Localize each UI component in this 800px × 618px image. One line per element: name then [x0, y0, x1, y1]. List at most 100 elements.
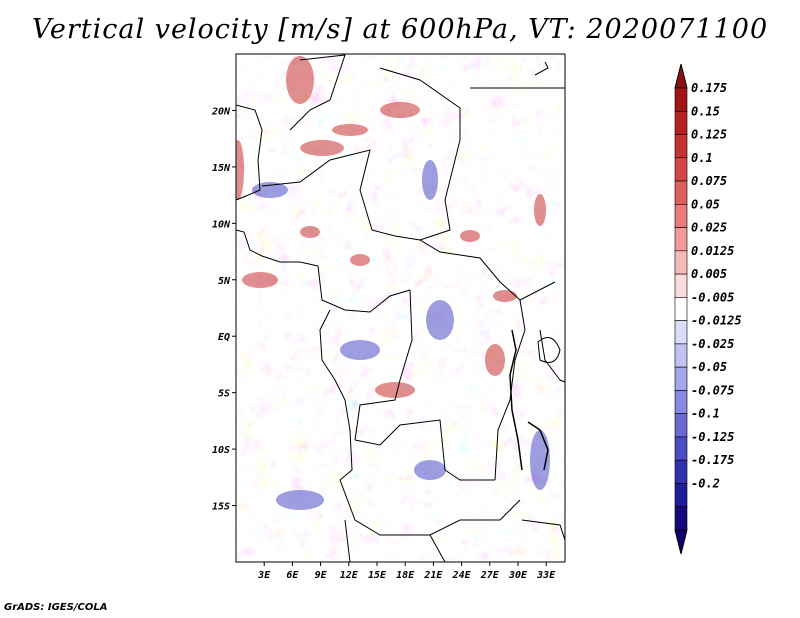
colorbar-label: 0.125 [691, 128, 727, 142]
lake-malawi [527, 421, 549, 471]
colorbar-label: 0.025 [691, 221, 727, 235]
colorbar-label: 0.175 [691, 81, 727, 95]
colorbar-segment [674, 227, 688, 252]
colorbar-label: 0.1 [691, 151, 713, 165]
colorbar-label: 0.15 [691, 104, 720, 118]
central-border-2 [317, 265, 411, 313]
colorbar-segment [674, 320, 688, 345]
chart-title: Vertical velocity [m/s] at 600hPa, VT: 2… [31, 14, 769, 45]
velocity-feature [300, 226, 320, 238]
colorbar-label: -0.05 [691, 360, 727, 374]
colorbar-segment [674, 366, 688, 391]
velocity-feature [493, 290, 517, 302]
colorbar: 0.175 0.15 0.125 0.1 0.075 0.05 0.025 0.0125 0.0… [674, 63, 742, 555]
colorbar-segment [674, 110, 688, 135]
velocity-feature [426, 300, 454, 340]
longitude-axis: 3E 6E 9E 12E 15E 18E 21E 24E 27E 30E 33E [257, 562, 556, 581]
velocity-feature [485, 344, 505, 376]
colorbar-segment [674, 483, 688, 508]
central-border-1 [371, 229, 556, 301]
east-border-1 [494, 299, 526, 481]
velocity-feature [422, 160, 438, 200]
map-frame [235, 53, 566, 563]
velocity-feature [350, 254, 370, 266]
lon-tick-label: 18E [396, 570, 415, 581]
lon-tick-label: 9E [315, 570, 328, 581]
lat-tick-label: EQ [218, 332, 230, 343]
lon-tick-label: 24E [452, 570, 472, 581]
colorbar-segment [674, 506, 688, 531]
colorbar-label: -0.0125 [691, 314, 742, 328]
colorbar-label: -0.005 [691, 290, 734, 304]
colorbar-segment [674, 297, 688, 321]
lon-tick-label: 12E [340, 570, 359, 581]
velocity-feature [375, 382, 415, 398]
velocity-feature [332, 124, 368, 136]
colorbar-segment [674, 180, 688, 205]
colorbar-segment [674, 436, 688, 461]
coast-mozambique [521, 519, 565, 541]
colorbar-segment [674, 87, 688, 112]
lake-victoria [537, 337, 561, 363]
north-border-1 [289, 54, 346, 131]
colorbar-segment [674, 343, 688, 368]
colorbar-arrow-bottom [674, 529, 688, 555]
colorbar-label: -0.025 [691, 337, 734, 351]
coastline-gulf [236, 229, 319, 267]
velocity-feature [252, 182, 288, 198]
lon-tick-label: 3E [257, 570, 271, 581]
colorbar-label: -0.2 [691, 476, 720, 490]
colorbar-segment [674, 157, 688, 182]
lat-tick-label: 10N [212, 219, 231, 230]
velocity-feature [380, 102, 420, 118]
atlantic-coast [319, 309, 353, 481]
colorbar-segment [674, 413, 688, 438]
colorbar-label: -0.075 [691, 383, 734, 397]
velocity-feature [242, 272, 278, 288]
colorbar-segment [674, 273, 688, 298]
velocity-feature [530, 430, 550, 490]
west-coast-border [236, 104, 263, 201]
colorbar-segment [674, 134, 688, 159]
south-border-4 [429, 534, 446, 562]
lat-tick-label: 20N [211, 106, 231, 117]
map-panel: 20N 15N 10N 5N EQ 5S 10S 15S 3E 6E 9E 12E 15E 18E 21E… [211, 53, 566, 581]
lake-tanganyika [509, 329, 523, 471]
congo-border [354, 289, 413, 441]
lat-tick-label: 10S [212, 445, 230, 456]
velocity-feature [340, 340, 380, 360]
country-borders [236, 54, 565, 562]
colorbar-segment [674, 390, 688, 414]
lat-tick-label: 15S [212, 502, 230, 513]
colorbar-segment [674, 204, 688, 228]
colorbar-label: 0.05 [691, 197, 720, 211]
lon-tick-label: 15E [368, 570, 387, 581]
colorbar-label: -0.125 [691, 430, 734, 444]
colorbar-arrow-top [674, 63, 688, 89]
velocity-feature [236, 140, 244, 200]
grads-credit: GrADS: IGES/COLA [4, 602, 108, 613]
colorbar-segment [674, 459, 688, 484]
velocity-feature [534, 194, 546, 226]
velocity-feature [300, 140, 344, 156]
colorbar-label: 0.005 [691, 267, 727, 281]
colorbar-label: 0.075 [691, 174, 727, 188]
lat-tick-label: 5S [218, 389, 230, 400]
east-border-2 [539, 329, 565, 383]
lon-tick-label: 33E [536, 570, 556, 581]
colorbar-label: 0.0125 [691, 244, 734, 258]
north-border-2 [379, 67, 461, 241]
colorbar-label: -0.1 [691, 407, 720, 421]
velocity-field [236, 54, 565, 562]
lon-tick-label: 27E [480, 570, 500, 581]
lon-tick-label: 30E [508, 570, 528, 581]
latitude-axis: 20N 15N 10N 5N EQ 5S 10S 15S [211, 106, 236, 513]
lat-tick-label: 5N [218, 276, 231, 287]
velocity-feature [276, 490, 324, 510]
sahel-border [261, 149, 373, 231]
lon-tick-label: 6E [286, 570, 299, 581]
lon-tick-label: 21E [423, 570, 443, 581]
velocity-feature [286, 56, 314, 104]
velocity-features [236, 56, 550, 510]
